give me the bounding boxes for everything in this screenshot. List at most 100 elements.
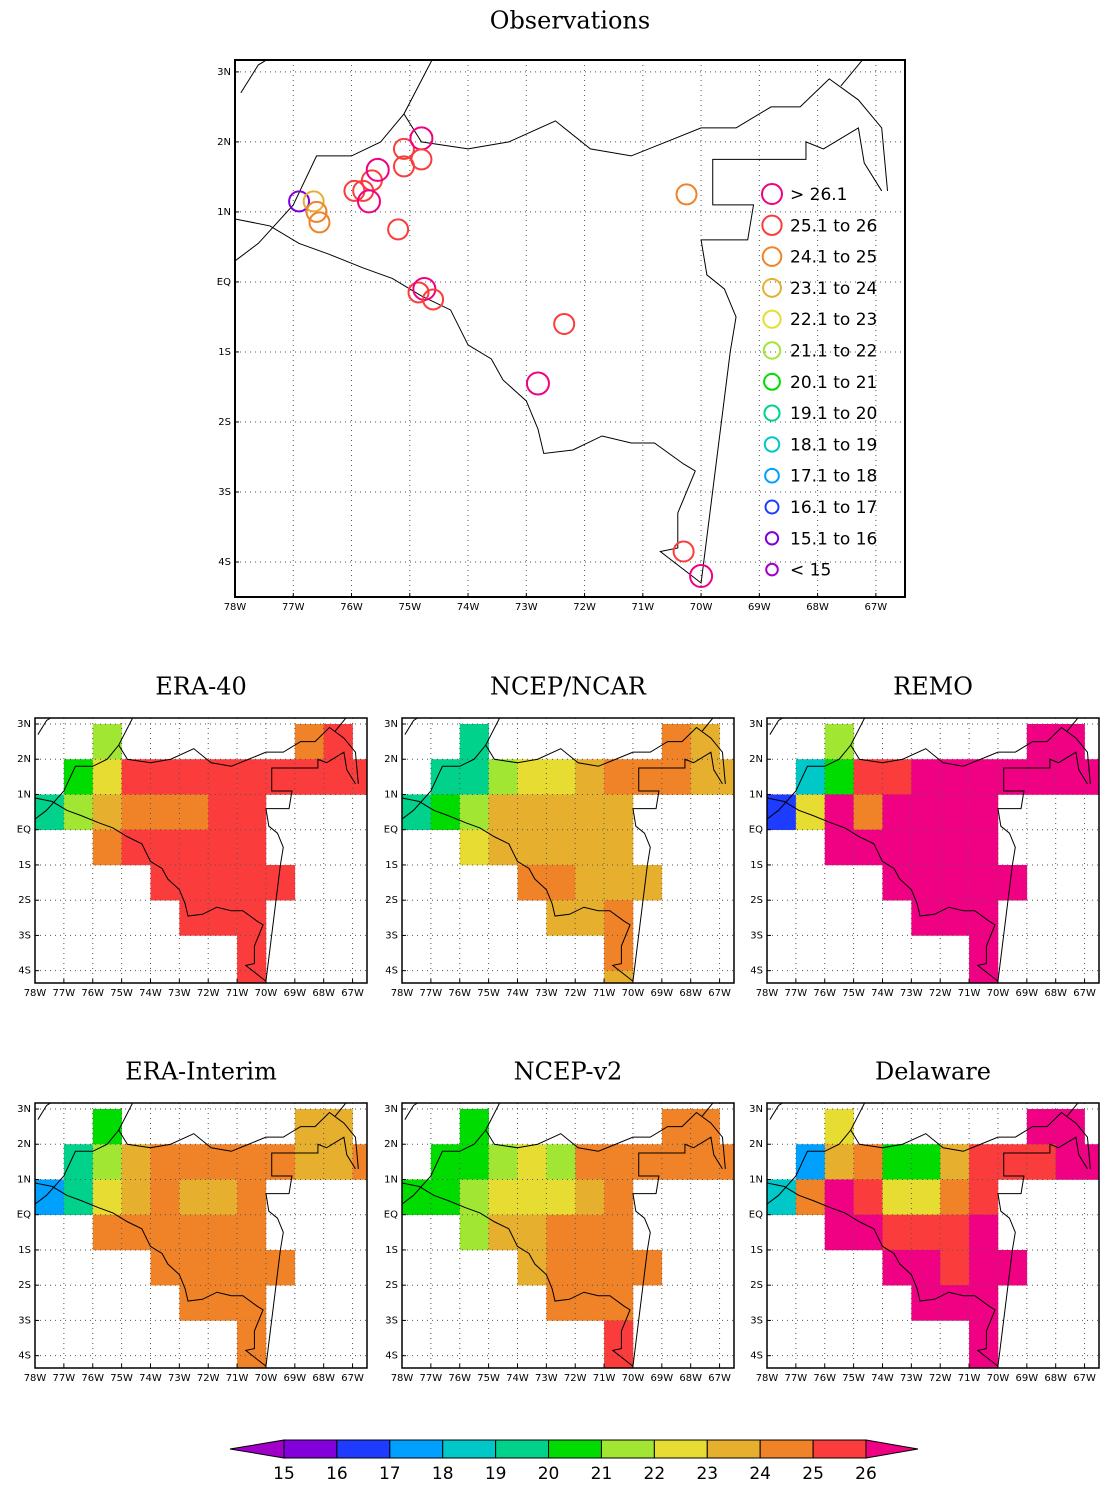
legend-label: 19.1 to 20: [790, 404, 877, 424]
grid-cell: [179, 1214, 209, 1251]
x-tick-label: 78W: [24, 988, 47, 999]
x-tick-label: 68W: [679, 1373, 702, 1384]
grid-cell: [1055, 723, 1085, 760]
grid-cell: [604, 1320, 634, 1356]
grid-cell: [179, 1179, 209, 1216]
y-tick-label: 2S: [18, 1280, 31, 1291]
grid-cell: [430, 1144, 461, 1180]
colorbar-label: 25: [802, 1464, 824, 1484]
grid-cell: [150, 794, 180, 831]
x-tick-label: 73W: [900, 988, 923, 999]
y-tick-label: 2N: [749, 754, 763, 765]
grid-cell: [63, 1179, 94, 1216]
y-tick-label: 2S: [385, 1280, 398, 1291]
grid-cell: [208, 1249, 238, 1286]
grid-cell: [546, 829, 576, 866]
y-tick-label: 1S: [385, 1245, 398, 1256]
y-tick-label: 3S: [18, 1315, 31, 1326]
x-tick-label: 72W: [929, 1373, 952, 1384]
colorbar-segment: [759, 1439, 814, 1459]
y-tick-label: 2S: [218, 417, 231, 428]
grid-cell: [546, 1214, 576, 1251]
colorbar-label: 26: [855, 1464, 877, 1484]
legend-label: 18.1 to 19: [790, 435, 877, 455]
grid-cell: [632, 1249, 663, 1286]
x-tick-label: 77W: [785, 988, 808, 999]
x-tick-label: 70W: [622, 988, 645, 999]
boundary: [334, 718, 347, 732]
station: [675, 183, 698, 206]
y-tick-label: 3N: [749, 719, 763, 730]
x-tick-label: 76W: [448, 988, 471, 999]
grid-cell: [546, 1285, 576, 1321]
cells: [35, 723, 367, 983]
x-tick-label: 73W: [168, 1373, 191, 1384]
legend-label: 23.1 to 24: [790, 279, 877, 299]
grid-cell: [237, 1214, 267, 1251]
grid-cell: [1084, 1144, 1099, 1180]
colorbar-label: 15: [273, 1464, 295, 1484]
grid-cell: [92, 1179, 122, 1216]
colorbar-label: 16: [326, 1464, 348, 1484]
y-tick-label: 2N: [217, 137, 231, 148]
legend-label: 16.1 to 17: [790, 498, 877, 518]
colorbar-segment: [600, 1439, 655, 1459]
grid-cell: [604, 759, 634, 795]
colorbar-label: 21: [591, 1464, 613, 1484]
grid-cell: [402, 1179, 432, 1216]
station: [302, 190, 325, 213]
grid-cell: [488, 794, 518, 831]
x-tick-label: 72W: [564, 988, 587, 999]
grid-cell: [546, 900, 576, 936]
grid-cell: [882, 864, 912, 901]
boundary: [334, 1103, 347, 1117]
map-title: ERA-40: [155, 673, 247, 701]
grid-cell: [719, 1144, 734, 1180]
grid-cell: [690, 1144, 720, 1180]
grid-cell: [237, 759, 267, 795]
grid-cell: [430, 1179, 461, 1216]
boundary: [118, 1111, 359, 1169]
grid-cell: [767, 794, 797, 831]
x-tick-label: 73W: [900, 1373, 923, 1384]
grid-cell: [265, 1249, 296, 1286]
y-tick-label: 1S: [750, 1245, 763, 1256]
grid-cell: [150, 1214, 180, 1251]
boundary: [403, 78, 889, 191]
grid-cell: [208, 1214, 238, 1251]
grid-cell: [690, 759, 720, 795]
x-tick-label: 68W: [312, 988, 335, 999]
x-tick-label: 75W: [477, 1373, 500, 1384]
grid-cell: [265, 759, 296, 795]
grid-cell: [661, 1144, 691, 1180]
station: [689, 563, 714, 588]
grid-cell: [92, 794, 122, 831]
x-tick-label: 71W: [632, 602, 655, 613]
colorbar-segment: [548, 1439, 602, 1459]
map-panel: REMO 78W 77W 76W 75W 74W 73W 72W 71W 70W 69W 68W 67W…: [749, 673, 1100, 999]
grid-cell: [824, 1144, 854, 1180]
grid-cell: [237, 1179, 267, 1216]
grid-cell: [92, 1108, 122, 1145]
grid-cell: [179, 864, 209, 901]
grid-cell: [853, 829, 883, 866]
grid-cell: [882, 794, 912, 831]
colorbar-label: 18: [432, 1464, 454, 1484]
y-tick-label: 4S: [385, 966, 398, 977]
x-tick-label: 70W: [622, 1373, 645, 1384]
grid-cell: [150, 1179, 180, 1216]
map-content: [402, 718, 734, 983]
grid-cell: [969, 794, 999, 831]
y-tick-label: 2N: [17, 1139, 31, 1150]
grid-cell: [323, 1144, 353, 1180]
grid-cell: [517, 1144, 547, 1180]
boundary: [767, 718, 866, 820]
colorbar-segment: [495, 1439, 550, 1459]
grid-cell: [940, 1249, 970, 1286]
y-tick-label: 3N: [384, 719, 398, 730]
grid-cell: [853, 1179, 883, 1216]
x-tick-label: 67W: [341, 1373, 364, 1384]
x-tick-label: 69W: [284, 1373, 307, 1384]
